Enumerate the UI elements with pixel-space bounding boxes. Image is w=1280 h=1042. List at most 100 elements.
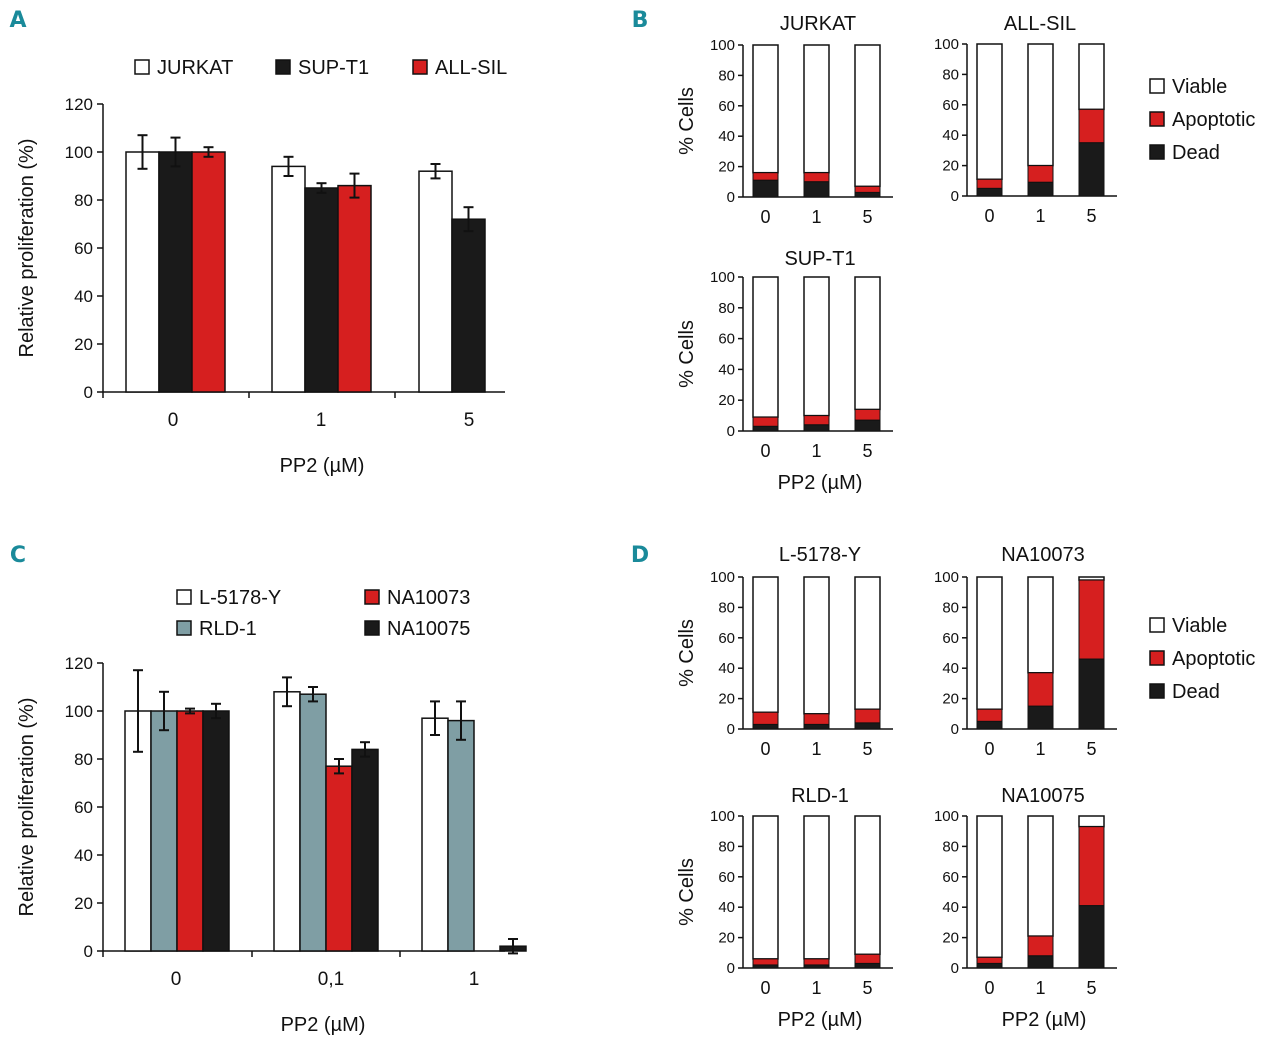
y-tick-label: 0 bbox=[727, 423, 735, 440]
y-tick-label: 100 bbox=[710, 37, 735, 54]
y-tick-label: 80 bbox=[942, 599, 959, 616]
bar-viable-jurkat-0 bbox=[752, 44, 779, 174]
y-tick-label: 80 bbox=[942, 838, 959, 855]
subplot-title-jurkat: JURKAT bbox=[780, 13, 856, 35]
x-axis-label: PP2 (µM) bbox=[1002, 1009, 1087, 1031]
y-tick-label: 60 bbox=[718, 98, 735, 115]
bar-dead-all-sil-1 bbox=[1027, 181, 1054, 197]
y-axis-label: % Cells bbox=[676, 87, 698, 155]
legend-swatch-apoptotic bbox=[1149, 111, 1165, 127]
legend-label-viable: Viable bbox=[1172, 76, 1227, 98]
bar-sup-t1-0 bbox=[158, 151, 193, 393]
y-tick-label: 0 bbox=[951, 960, 959, 977]
x-tick-label: 0 bbox=[760, 207, 770, 227]
y-tick-label: 20 bbox=[74, 894, 93, 913]
bar-l-5178-y-1 bbox=[421, 717, 449, 952]
x-tick-label: 5 bbox=[1086, 739, 1096, 759]
bar-all-sil-1 bbox=[337, 184, 372, 393]
bar-viable-na10073-1 bbox=[1027, 576, 1054, 674]
x-tick-label: 1 bbox=[469, 969, 480, 990]
y-tick-label: 0 bbox=[727, 189, 735, 206]
x-tick-label: 1 bbox=[811, 739, 821, 759]
y-tick-label: 40 bbox=[718, 899, 735, 916]
x-tick-label: 0 bbox=[760, 978, 770, 998]
bar-rld-1-0 bbox=[150, 710, 178, 952]
bar-viable-sup-t1-0 bbox=[752, 276, 779, 418]
bar-dead-jurkat-0 bbox=[752, 179, 779, 198]
bar-dead-na10073-0 bbox=[976, 720, 1003, 730]
y-tick-label: 100 bbox=[710, 808, 735, 825]
bar-dead-sup-t1-5 bbox=[854, 419, 881, 432]
bar-viable-rld-1-1 bbox=[803, 815, 830, 960]
bar-dead-all-sil-0 bbox=[976, 187, 1003, 197]
y-tick-label: 60 bbox=[942, 869, 959, 886]
x-tick-label: 0 bbox=[984, 978, 994, 998]
y-axis-label: % Cells bbox=[676, 619, 698, 687]
subplot-title-all-sil: ALL-SIL bbox=[1004, 13, 1076, 35]
x-tick-label: 5 bbox=[1086, 978, 1096, 998]
bar-na10073-0 bbox=[176, 710, 204, 952]
bar-jurkat-5 bbox=[418, 170, 453, 393]
bar-dead-sup-t1-1 bbox=[803, 424, 830, 432]
y-tick-label: 0 bbox=[84, 942, 93, 961]
x-tick-label: 5 bbox=[464, 410, 475, 431]
bar-viable-all-sil-1 bbox=[1027, 43, 1054, 167]
bar-apoptotic-sup-t1-1 bbox=[803, 415, 830, 426]
bar-apoptotic-sup-t1-5 bbox=[854, 408, 881, 421]
bar-dead-l-5178-y-5 bbox=[854, 722, 881, 730]
bar-dead-jurkat-5 bbox=[854, 191, 881, 198]
y-tick-label: 80 bbox=[74, 750, 93, 769]
x-tick-label: 5 bbox=[862, 978, 872, 998]
bar-viable-sup-t1-1 bbox=[803, 276, 830, 417]
y-tick-label: 80 bbox=[718, 838, 735, 855]
bar-viable-na10075-0 bbox=[976, 815, 1003, 959]
y-tick-label: 60 bbox=[74, 798, 93, 817]
panel-letter-b: B bbox=[632, 8, 649, 33]
y-tick-label: 20 bbox=[718, 930, 735, 947]
bar-apoptotic-na10073-1 bbox=[1027, 672, 1054, 707]
y-tick-label: 100 bbox=[934, 808, 959, 825]
bar-viable-jurkat-1 bbox=[803, 44, 830, 174]
y-tick-label: 100 bbox=[710, 269, 735, 286]
panel-letter-c: C bbox=[10, 543, 26, 568]
y-tick-label: 0 bbox=[951, 188, 959, 205]
panel-letter-a: A bbox=[9, 8, 26, 33]
legend-swatch-sup-t1 bbox=[275, 59, 291, 75]
bar-apoptotic-l-5178-y-5 bbox=[854, 708, 881, 724]
bar-viable-na10073-0 bbox=[976, 576, 1003, 710]
bar-apoptotic-l-5178-y-1 bbox=[803, 713, 830, 725]
bar-viable-jurkat-5 bbox=[854, 44, 881, 188]
y-tick-label: 60 bbox=[942, 630, 959, 647]
y-tick-label: 60 bbox=[718, 869, 735, 886]
y-axis-label: % Cells bbox=[676, 320, 698, 388]
bar-na10075-0-1 bbox=[351, 748, 379, 952]
y-tick-label: 120 bbox=[65, 95, 93, 114]
legend-swatch-na10073 bbox=[364, 589, 380, 605]
legend-label-jurkat: JURKAT bbox=[157, 57, 233, 79]
y-tick-label: 20 bbox=[942, 930, 959, 947]
y-tick-label: 40 bbox=[74, 846, 93, 865]
bar-sup-t1-5 bbox=[451, 218, 486, 393]
y-tick-label: 80 bbox=[718, 67, 735, 84]
bar-all-sil-0 bbox=[191, 151, 226, 393]
y-tick-label: 100 bbox=[934, 36, 959, 53]
bar-apoptotic-jurkat-0 bbox=[752, 172, 779, 181]
bar-viable-l-5178-y-1 bbox=[803, 576, 830, 715]
bar-apoptotic-sup-t1-0 bbox=[752, 416, 779, 427]
legend-label-viable: Viable bbox=[1172, 615, 1227, 637]
x-tick-label: 1 bbox=[811, 207, 821, 227]
y-tick-label: 80 bbox=[942, 66, 959, 83]
bar-dead-l-5178-y-1 bbox=[803, 723, 830, 730]
bar-viable-all-sil-5 bbox=[1078, 43, 1105, 111]
y-tick-label: 40 bbox=[74, 287, 93, 306]
y-tick-label: 100 bbox=[65, 702, 93, 721]
y-tick-label: 60 bbox=[718, 331, 735, 348]
bar-apoptotic-rld-1-0 bbox=[752, 958, 779, 966]
y-tick-label: 0 bbox=[951, 721, 959, 738]
y-tick-label: 80 bbox=[718, 599, 735, 616]
y-tick-label: 120 bbox=[65, 654, 93, 673]
x-tick-label: 0,1 bbox=[318, 969, 344, 990]
legend-swatch-apoptotic bbox=[1149, 650, 1165, 666]
bar-na10075-0 bbox=[202, 710, 230, 952]
